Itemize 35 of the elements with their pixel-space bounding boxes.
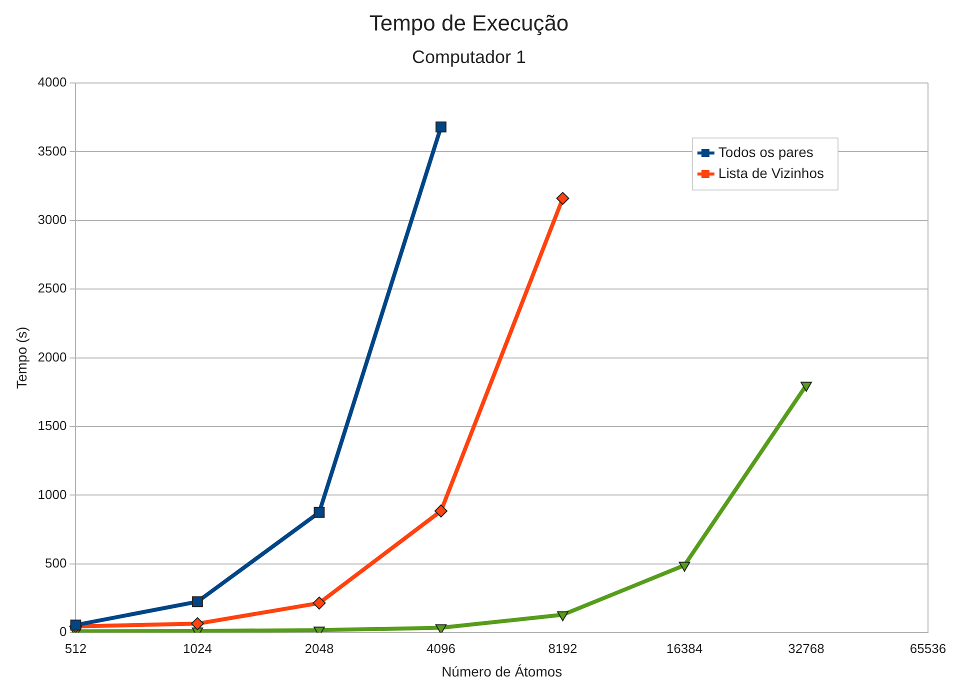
chart-subtitle: Computador 1 [412,47,526,68]
legend-label: Todos os pares [718,144,814,160]
point [192,596,203,608]
y-tick-label: 4000 [38,74,67,90]
x-tick-label: 32768 [788,640,824,656]
point [70,620,82,630]
y-tick-label: 1000 [38,486,67,502]
point [556,192,570,205]
point [190,617,204,630]
x-tick-label: 4096 [426,640,456,656]
point [435,624,447,633]
y-tick-label: 3000 [38,212,67,227]
x-axis-title: Número de Átomos [442,663,562,680]
y-axis-title: Tempo (s) [13,326,30,389]
point [678,562,690,572]
point [314,506,325,518]
y-tick-label: 3500 [38,143,67,158]
x-tick-label: 2048 [304,640,334,656]
point [312,596,326,610]
y-tick-label: 2000 [38,349,67,364]
point [800,382,812,392]
y-tick-label: 500 [45,555,67,570]
chart-title: Tempo de Execução [369,10,569,36]
x-tick-label: 65536 [910,640,946,656]
x-tick-label: 1024 [183,640,212,656]
point [557,611,568,622]
point [434,504,448,518]
y-tick-label: 0 [59,624,67,640]
legend-label: Lista de Vizinhos [718,164,824,181]
y-tick-label: 1500 [38,418,67,434]
point [436,122,446,132]
x-tick-label: 16384 [666,640,703,656]
y-tick-label: 2500 [38,280,67,296]
x-tick-label: 512 [64,640,87,656]
x-tick-label: 8192 [548,640,578,656]
